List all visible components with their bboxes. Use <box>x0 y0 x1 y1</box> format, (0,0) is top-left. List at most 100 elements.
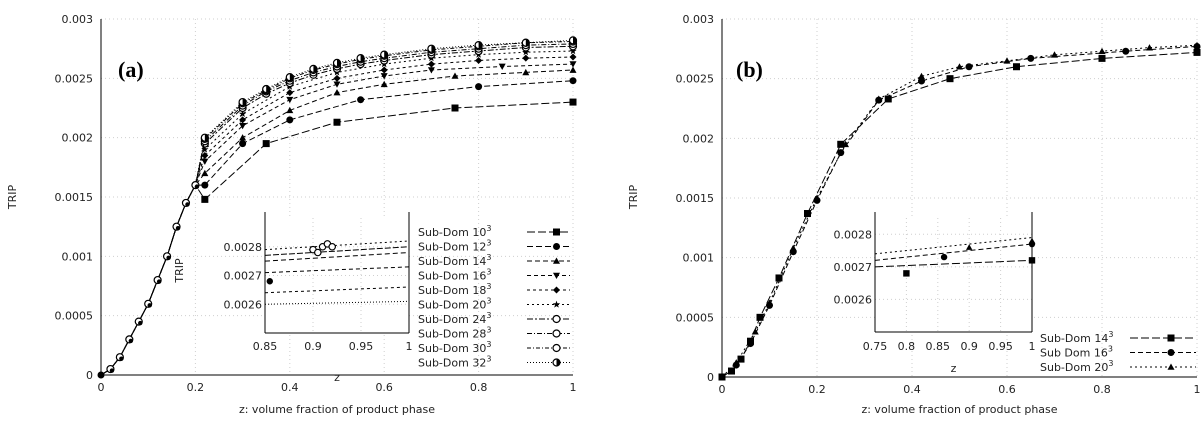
data-point <box>309 64 318 73</box>
inset-y-axis-label: TRIP <box>173 258 186 284</box>
inset-y-tick-label: 0.0026 <box>224 298 263 311</box>
data-point <box>356 54 365 63</box>
legend-entry: Sub-Dom 303 <box>418 340 570 355</box>
legend-entry: Sub-Dom 163 <box>418 268 570 283</box>
inset-series-line <box>874 243 1033 261</box>
inset-x-tick-label: 0.95 <box>988 340 1013 353</box>
data-point <box>194 184 200 189</box>
data-point <box>333 81 341 88</box>
data-point <box>1146 44 1153 51</box>
legend-series-name: Sub-Dom 20 <box>1040 361 1108 374</box>
y-tick-label: 0.001 <box>683 252 715 265</box>
legend-exponent: 3 <box>1108 330 1113 339</box>
data-point <box>201 195 209 203</box>
data-point <box>918 77 925 85</box>
data-point <box>239 140 247 148</box>
x-tick-label: 1 <box>1194 383 1201 396</box>
legend-label: Sub-Dom 203 <box>418 297 491 312</box>
inset-series-line <box>874 259 1033 268</box>
data-point <box>138 320 143 326</box>
data-point <box>766 299 773 306</box>
data-point <box>789 244 797 251</box>
legend-series-name: Sub-Dom 14 <box>1040 332 1108 345</box>
data-point <box>238 97 247 107</box>
x-tick-label: 0.4 <box>903 383 921 396</box>
data-point <box>498 63 506 70</box>
data-point <box>201 151 209 159</box>
data-point <box>946 75 954 83</box>
legend-label: Sub-Dom 323 <box>418 355 491 370</box>
chart-panel-b: 0 0.0005 0.001 0.0015 0.002 0.0025 0.003 0 0.2 0.… <box>627 13 1201 416</box>
data-point <box>1193 41 1201 49</box>
data-point <box>201 169 209 177</box>
data-point <box>475 83 483 91</box>
data-point <box>875 95 883 102</box>
data-point <box>380 50 389 59</box>
legend-exponent: 3 <box>486 311 491 320</box>
data-point <box>522 68 530 76</box>
legend-entry: Sub Dom 163 <box>1040 345 1196 360</box>
shared-initial-points <box>106 181 200 374</box>
legend-marker <box>553 257 560 264</box>
data-point <box>357 96 365 104</box>
legend-exponent: 3 <box>486 326 491 335</box>
inset-data-point <box>328 242 337 251</box>
data-point <box>285 73 294 82</box>
y-tick-label: 0.0025 <box>676 73 715 86</box>
legend-exponent: 3 <box>486 282 491 291</box>
data-point <box>200 133 209 142</box>
legend-series-name: Sub-Dom 32 <box>418 357 486 370</box>
x-tick-label: 0 <box>98 381 105 394</box>
inset-data-point <box>1028 237 1036 244</box>
data-point <box>262 84 271 94</box>
y-tick-label: 0.002 <box>683 132 715 145</box>
data-point <box>262 140 270 148</box>
legend-label: Sub-Dom 143 <box>418 253 491 268</box>
legend-series-name: Sub-Dom 14 <box>418 255 486 268</box>
legend-marker <box>552 314 561 324</box>
data-point <box>813 194 821 201</box>
inset-series-line <box>264 246 410 256</box>
data-point <box>737 355 745 363</box>
data-point <box>239 123 247 130</box>
legend-marker <box>553 286 560 294</box>
data-point <box>475 57 483 65</box>
legend-marker <box>1167 349 1175 356</box>
inset-y-tick-label: 0.0028 <box>224 241 263 254</box>
data-point <box>884 95 892 103</box>
legend-entry: Sub-Dom 143 <box>1040 330 1196 345</box>
legend-series-name: Sub-Dom 30 <box>418 342 486 355</box>
inset-series-line <box>264 300 410 305</box>
legend-marker <box>553 272 560 279</box>
data-point <box>568 36 578 45</box>
data-point <box>333 74 341 82</box>
legend-entry: Sub-Dom 183 <box>418 282 570 297</box>
inset-chart: 0.0026 0.0027 0.0028 0.85 0.9 0.95 1 z TRIP <box>173 212 413 384</box>
inset-series-line <box>264 252 410 262</box>
legend-marker <box>552 329 561 338</box>
data-point <box>238 110 247 117</box>
y-tick-label: 0 <box>86 369 93 382</box>
inset-data-point <box>313 248 322 257</box>
inset-x-tick-label: 0.95 <box>349 340 374 353</box>
inset-x-axis-label: z <box>334 371 340 384</box>
data-point <box>918 72 925 80</box>
x-tick-label: 0.6 <box>375 381 393 394</box>
x-axis-label: z: volume fraction of product phase <box>239 403 435 416</box>
data-point <box>286 96 294 104</box>
legend-entry: Sub-Dom 283 <box>418 326 570 341</box>
legend-exponent: 3 <box>486 297 491 306</box>
data-point <box>569 77 577 85</box>
legend-series-name: Sub-Dom 18 <box>418 284 486 297</box>
legend-series-name: Sub-Dom 12 <box>418 241 486 254</box>
inset-x-tick-label: 0.9 <box>960 340 978 353</box>
inset-x-tick-label: 0.85 <box>926 340 951 353</box>
legend-exponent: 3 <box>486 355 491 364</box>
data-point <box>837 140 845 148</box>
legend-entry: Sub-Dom 143 <box>418 253 570 268</box>
data-point <box>97 371 105 379</box>
x-tick-label: 0 <box>719 383 726 396</box>
inset-data-point <box>1028 257 1036 264</box>
